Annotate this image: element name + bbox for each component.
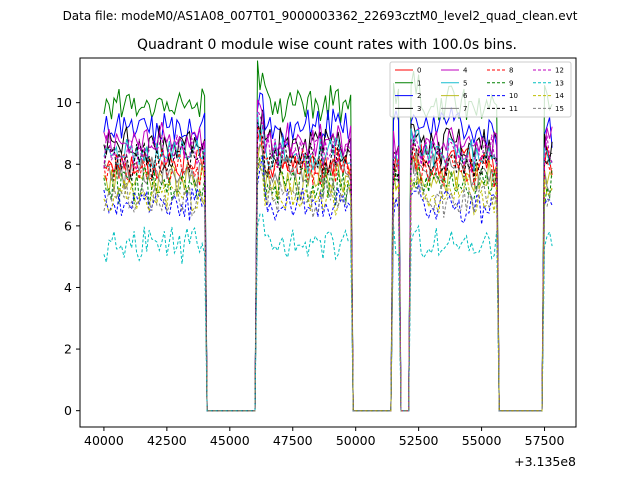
x-axis: 40000 42500 45000 47500 50000 52500 55000 57500 xyxy=(84,427,564,448)
y-tick-label: 2 xyxy=(64,342,72,357)
y-tick-label: 6 xyxy=(64,218,72,233)
series-line-11 xyxy=(103,122,553,412)
x-tick-label: 55000 xyxy=(462,433,502,448)
legend-label-4: 4 xyxy=(463,67,468,75)
series-line-6 xyxy=(103,143,553,412)
y-tick-label: 8 xyxy=(64,157,72,172)
series-line-14 xyxy=(103,158,553,412)
series-line-3 xyxy=(103,109,553,412)
legend-label-14: 14 xyxy=(555,92,564,100)
x-tick-label: 57500 xyxy=(525,433,565,448)
series-line-12 xyxy=(103,109,553,412)
legend-label-6: 6 xyxy=(463,92,468,100)
x-offset-label: +3.135e8 xyxy=(514,454,576,469)
x-tick-label: 52500 xyxy=(399,433,439,448)
x-tick-label: 42500 xyxy=(147,433,187,448)
legend-label-13: 13 xyxy=(555,79,564,87)
x-tick-label: 50000 xyxy=(336,433,376,448)
y-axis: 0 2 4 6 8 10 xyxy=(56,95,80,418)
x-tick-label: 47500 xyxy=(273,433,313,448)
legend-label-0: 0 xyxy=(417,67,421,75)
legend-label-12: 12 xyxy=(555,67,564,75)
series-line-13 xyxy=(103,213,553,412)
series-line-9 xyxy=(103,155,553,412)
file-suptitle: Data file: modeM0/AS1A08_007T01_90000033… xyxy=(63,9,578,23)
y-tick-label: 0 xyxy=(64,403,72,418)
series-line-8 xyxy=(103,126,553,412)
series-line-2 xyxy=(103,92,553,412)
series-layer xyxy=(103,60,553,412)
x-tick-label: 40000 xyxy=(84,433,124,448)
legend-label-11: 11 xyxy=(509,105,518,113)
legend-label-2: 2 xyxy=(417,92,421,100)
y-tick-label: 4 xyxy=(64,280,72,295)
legend-label-1: 1 xyxy=(417,79,421,87)
legend-label-5: 5 xyxy=(463,79,467,87)
legend-label-8: 8 xyxy=(509,67,513,75)
legend-label-10: 10 xyxy=(509,92,518,100)
legend-label-7: 7 xyxy=(463,105,467,113)
chart-title: Quadrant 0 module wise count rates with … xyxy=(137,37,517,53)
y-tick-label: 10 xyxy=(56,95,72,110)
legend-label-3: 3 xyxy=(417,105,421,113)
series-line-15 xyxy=(103,157,553,412)
series-line-7 xyxy=(103,142,553,412)
series-line-10 xyxy=(103,155,553,412)
plot-frame xyxy=(79,57,577,428)
legend-box xyxy=(389,61,572,118)
x-tick-label: 45000 xyxy=(210,433,250,448)
legend-label-9: 9 xyxy=(509,79,513,87)
legend-label-15: 15 xyxy=(555,105,564,113)
